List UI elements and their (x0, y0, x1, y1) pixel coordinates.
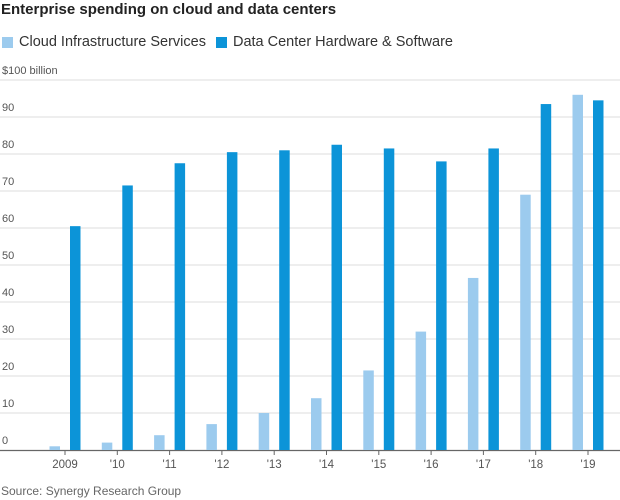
y-tick-label: 70 (2, 176, 14, 188)
x-tick-label: '15 (371, 459, 386, 471)
y-tick-label: $100 billion (2, 65, 58, 77)
cloud-bar (154, 435, 165, 450)
cloud-bar (311, 398, 322, 450)
x-tick-label: '19 (581, 459, 596, 471)
legend-swatch-datacenter (215, 36, 227, 48)
y-tick-label: 80 (2, 139, 14, 151)
datacenter-bar (122, 185, 133, 450)
chart-title: Enterprise spending on cloud and data ce… (1, 1, 337, 18)
legend-item-datacenter: Data Center Hardware & Software (215, 34, 453, 50)
legend-label-cloud: Cloud Infrastructure Services (19, 34, 206, 50)
y-tick-label: 60 (2, 213, 14, 225)
legend-item-cloud: Cloud Infrastructure Services (2, 34, 206, 50)
cloud-bar (258, 413, 270, 450)
y-tick-label: 90 (2, 102, 14, 114)
cloud-bar (101, 442, 113, 450)
source-note: Source: Synergy Research Group (1, 484, 182, 498)
datacenter-bar (540, 104, 552, 451)
y-tick-label: 40 (2, 287, 14, 299)
datacenter-bar (383, 148, 395, 450)
datacenter-bar (174, 163, 186, 450)
cloud-bar (467, 277, 479, 450)
legend: Cloud Infrastructure Services Data Cente… (2, 34, 463, 50)
y-tick-label: 0 (2, 435, 8, 447)
datacenter-bar (70, 226, 81, 450)
y-tick-label: 20 (2, 361, 14, 373)
cloud-bar (363, 370, 374, 450)
datacenter-bar (488, 148, 499, 450)
cloud-bar (520, 194, 531, 450)
legend-swatch-cloud (2, 36, 13, 48)
cloud-bar (206, 424, 217, 450)
x-tick-label: '11 (163, 459, 177, 471)
datacenter-bar (226, 152, 238, 450)
x-tick-label: '17 (476, 459, 491, 471)
datacenter-bar (436, 161, 447, 450)
x-tick-label: '13 (267, 459, 282, 471)
x-tick-label: '14 (319, 459, 335, 471)
cloud-bar (572, 94, 583, 451)
x-tick-label: '18 (528, 459, 543, 471)
x-tick-label: '12 (214, 459, 229, 471)
datacenter-bar (279, 150, 290, 451)
cloud-bar (49, 446, 60, 450)
y-tick-label: 50 (2, 250, 14, 262)
legend-label-datacenter: Data Center Hardware & Software (232, 34, 453, 50)
y-tick-label: 30 (2, 324, 14, 336)
x-tick-label: 2009 (52, 459, 78, 471)
x-tick-label: '10 (110, 459, 125, 471)
datacenter-bar (593, 100, 604, 450)
x-tick-label: '16 (424, 459, 439, 471)
datacenter-bar (331, 144, 342, 450)
y-tick-label: 10 (2, 398, 14, 410)
cloud-bar (415, 331, 427, 450)
